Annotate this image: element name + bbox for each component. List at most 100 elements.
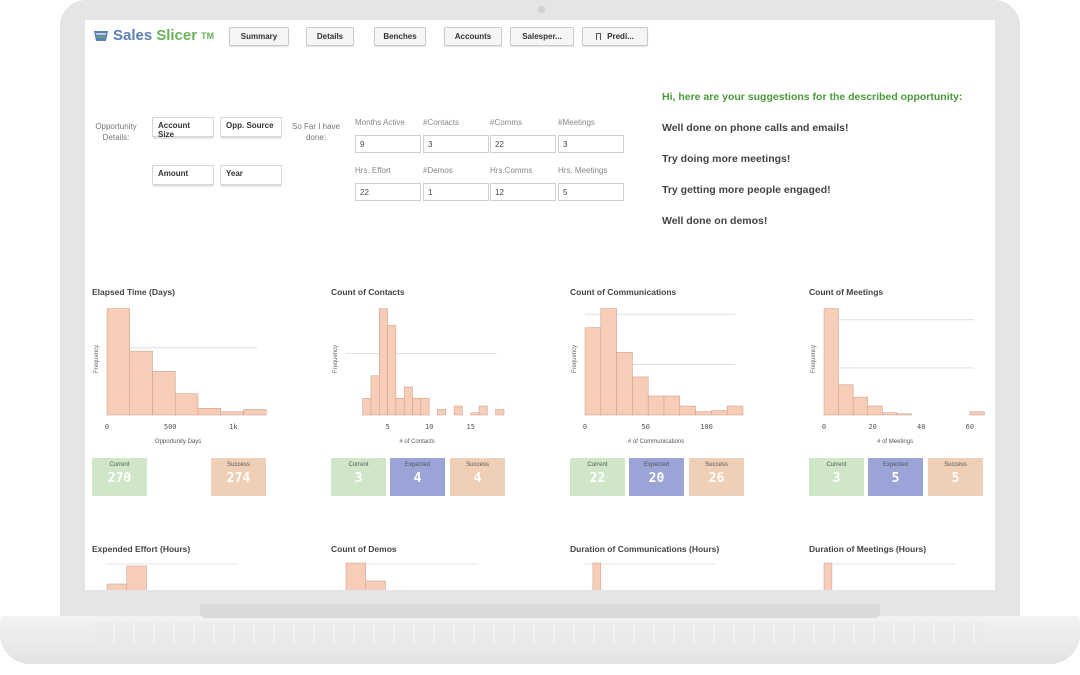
histogram-bar bbox=[370, 375, 380, 416]
success-value-tile: Success 274 bbox=[211, 458, 266, 496]
success-value-tile: Success 4 bbox=[450, 458, 505, 496]
histogram-bar bbox=[387, 325, 397, 416]
logo-text-sales: Sales bbox=[113, 27, 153, 44]
bookmark-icon bbox=[596, 33, 602, 40]
histogram-bar bbox=[726, 405, 744, 416]
so-far-line2: done: bbox=[305, 133, 327, 142]
histogram-bar bbox=[896, 413, 912, 416]
histogram-bar bbox=[106, 583, 127, 590]
tab-predictions[interactable]: Predi... bbox=[582, 27, 648, 46]
tile-label: Current bbox=[109, 462, 130, 468]
tab-accounts[interactable]: Accounts bbox=[444, 27, 502, 46]
x-tick-label: 15 bbox=[467, 423, 475, 431]
field-input[interactable]: 9 bbox=[355, 135, 421, 153]
tile-label: Success bbox=[466, 462, 489, 468]
y-axis-label: Frequency bbox=[811, 345, 817, 373]
opp-label-line1: Opportunity bbox=[95, 122, 137, 131]
tab-salesperson[interactable]: Salesper... bbox=[510, 27, 574, 46]
current-value-tile: Current 22 bbox=[570, 458, 625, 496]
histogram-bar bbox=[823, 308, 839, 416]
chart-title: Duration of Meetings (Hours) bbox=[809, 544, 927, 554]
histogram-bar bbox=[152, 371, 176, 416]
field-label: Hrs.Comms bbox=[490, 166, 533, 175]
histogram-bar bbox=[679, 405, 696, 416]
tile-label: Expected bbox=[404, 462, 431, 468]
current-value-tile: Current 270 bbox=[92, 458, 147, 496]
histogram-bar bbox=[365, 580, 386, 590]
histogram-bar bbox=[663, 395, 681, 416]
histogram-bar bbox=[395, 397, 405, 416]
tile-label: Current bbox=[348, 462, 369, 468]
histogram-svg bbox=[585, 562, 717, 590]
histogram-bar bbox=[126, 565, 147, 590]
logo-tm: TM bbox=[201, 30, 215, 41]
x-tick-label: 10 bbox=[425, 423, 433, 431]
x-tick-label: 20 bbox=[868, 423, 876, 431]
field-input[interactable]: 3 bbox=[558, 135, 624, 153]
histogram-bar bbox=[838, 384, 854, 416]
logo-text-slicer: Slicer bbox=[156, 27, 198, 44]
suggestion-item: Well done on phone calls and emails! bbox=[662, 122, 849, 134]
histogram-bar bbox=[600, 308, 617, 416]
chart-title: Elapsed Time (Days) bbox=[92, 287, 175, 297]
x-axis-label: # of Communications bbox=[628, 439, 684, 445]
x-tick-label: 40 bbox=[917, 423, 925, 431]
histogram-bar bbox=[403, 386, 413, 416]
histogram-bar bbox=[882, 412, 898, 416]
field-input[interactable]: 3 bbox=[423, 135, 489, 153]
chart-title: Expended Effort (Hours) bbox=[92, 544, 191, 554]
camera-icon bbox=[538, 6, 545, 13]
field-input[interactable]: 1 bbox=[423, 183, 489, 201]
field-label: #Contacts bbox=[423, 118, 460, 127]
tile-label: Success bbox=[705, 462, 728, 468]
year-select[interactable]: Year bbox=[220, 165, 282, 187]
field-input[interactable]: 12 bbox=[490, 183, 556, 201]
x-axis-label: Opportunity Days bbox=[155, 439, 201, 445]
histogram-bar bbox=[437, 409, 447, 416]
current-value-tile: Current 3 bbox=[331, 458, 386, 496]
histogram-bar bbox=[495, 409, 505, 416]
field-input[interactable]: 22 bbox=[490, 135, 556, 153]
histogram-bar bbox=[129, 350, 153, 416]
account-size-select[interactable]: Account Size bbox=[152, 117, 214, 139]
tab-summary[interactable]: Summary bbox=[229, 27, 289, 46]
x-axis-label: # of Contacts bbox=[399, 439, 434, 445]
suggestion-item: Try doing more meetings! bbox=[662, 153, 791, 165]
amount-select[interactable]: Amount bbox=[152, 165, 214, 187]
success-value-tile: Success 5 bbox=[928, 458, 983, 496]
tile-label: Current bbox=[826, 462, 847, 468]
histogram-bar bbox=[584, 327, 602, 416]
histogram-svg: Frequency 0 50 100 # of Communications bbox=[572, 308, 744, 445]
tile-value: 270 bbox=[107, 471, 132, 486]
tile-value: 4 bbox=[473, 471, 482, 486]
histogram-bar bbox=[220, 411, 244, 416]
laptop-keyboard bbox=[95, 622, 985, 644]
histogram-svg bbox=[345, 562, 478, 590]
tile-value: 26 bbox=[708, 471, 725, 486]
tab-details[interactable]: Details bbox=[306, 27, 354, 46]
field-label: Months Active bbox=[355, 118, 405, 127]
field-label: Hrs. Meetings bbox=[558, 166, 608, 175]
tile-value: 20 bbox=[648, 471, 665, 486]
x-tick-label: 100 bbox=[700, 423, 713, 431]
x-tick-label: 60 bbox=[966, 423, 974, 431]
tile-label: Expected bbox=[643, 462, 670, 468]
opp-label-line2: Details: bbox=[102, 133, 130, 142]
tile-value: 5 bbox=[951, 471, 960, 486]
histogram-bar bbox=[823, 562, 833, 590]
chart-title: Duration of Communications (Hours) bbox=[570, 544, 720, 554]
x-tick-label: 0 bbox=[822, 423, 826, 431]
field-input[interactable]: 5 bbox=[558, 183, 624, 201]
tile-value: 4 bbox=[413, 471, 422, 486]
opp-source-select[interactable]: Opp. Source bbox=[220, 117, 282, 139]
histogram-bar bbox=[362, 397, 372, 416]
x-tick-label: 0 bbox=[583, 423, 587, 431]
x-tick-label: 5 bbox=[385, 423, 389, 431]
histogram-svg: Frequency 0 20 40 60 # of Meetings bbox=[811, 308, 985, 445]
histogram-svg: Frequency 5 10 15 # of Contacts bbox=[333, 308, 505, 445]
tab-benches[interactable]: Benches bbox=[374, 27, 426, 46]
app-screen: Sales Slicer TM Summary Details Benches A… bbox=[85, 20, 995, 590]
histogram-bar bbox=[175, 393, 199, 416]
so-far-label: So Far I have done: bbox=[291, 121, 341, 143]
field-input[interactable]: 22 bbox=[355, 183, 421, 201]
